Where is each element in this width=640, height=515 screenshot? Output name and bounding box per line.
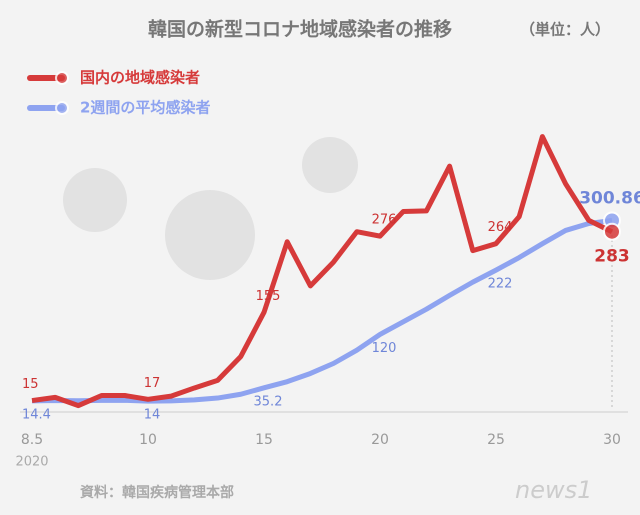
series-line <box>31 217 613 404</box>
x-tick-label: 8.5 <box>21 432 43 448</box>
year-label: 2020 <box>15 455 48 470</box>
data-label: 283 <box>594 247 630 267</box>
data-label: 120 <box>372 341 397 356</box>
x-tick-label: 10 <box>139 432 157 448</box>
end-point <box>603 222 621 241</box>
source: 資料：韓国疾病管理本部 <box>80 484 234 501</box>
x-tick-label: 30 <box>603 432 621 448</box>
legend-label: 国内の地域感染者 <box>80 69 200 87</box>
data-label: 300.86 <box>579 188 640 208</box>
series-line <box>31 134 614 409</box>
unit: （単位：人） <box>520 21 610 39</box>
data-label: 17 <box>144 376 161 391</box>
data-label: 15 <box>22 377 39 392</box>
data-label: 14.4 <box>22 407 51 422</box>
x-tick-label: 25 <box>487 432 505 448</box>
data-label: 276 <box>372 213 397 228</box>
legend-label: 2週間の平均感染者 <box>80 99 210 117</box>
legend-dot <box>55 101 69 115</box>
data-label: 35.2 <box>254 394 283 409</box>
chart-title: 韓国の新型コロナ地域感染者の推移 <box>148 18 452 41</box>
data-label: 222 <box>488 277 513 292</box>
virus-decoration <box>63 137 358 280</box>
logo: news1 <box>515 476 592 504</box>
x-tick-label: 15 <box>255 432 273 448</box>
data-label: 155 <box>256 289 281 304</box>
x-tick-label: 20 <box>371 432 389 448</box>
legend-dot <box>55 71 69 85</box>
data-label: 264 <box>488 220 513 235</box>
data-label: 14 <box>144 408 161 423</box>
